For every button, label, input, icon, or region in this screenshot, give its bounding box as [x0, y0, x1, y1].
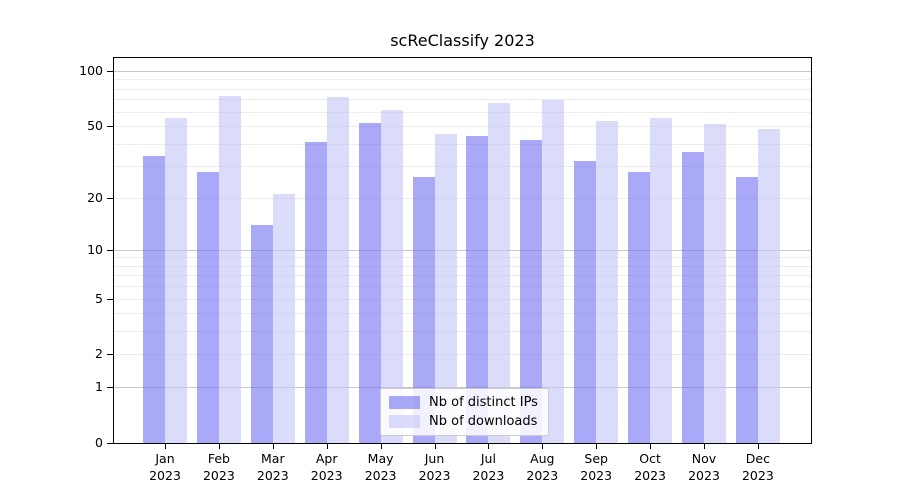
x-tick-apr — [326, 444, 328, 449]
gridline-40 — [114, 143, 811, 145]
y-tick-100 — [107, 70, 113, 72]
y-tick-1 — [107, 387, 113, 389]
bar-downloads-feb — [218, 96, 241, 443]
bar-distinct-ips-oct — [628, 171, 651, 443]
x-tick-label-mar: Mar 2023 — [256, 451, 289, 483]
gridline-4 — [114, 313, 811, 315]
x-tick-jul — [488, 444, 490, 449]
gridline-70 — [114, 99, 811, 101]
bar-downloads-apr — [326, 97, 349, 443]
gridline-20 — [114, 197, 811, 199]
x-tick-sep — [596, 444, 598, 449]
x-tick-label-dec: Dec 2023 — [741, 451, 774, 483]
x-tick-feb — [218, 444, 220, 449]
x-tick-label-jul: Jul 2023 — [472, 451, 505, 483]
legend-item-distinct-ips: Nb of distinct IPs — [389, 395, 538, 410]
x-tick-label-feb: Feb 2023 — [202, 451, 235, 483]
x-tick-jun — [434, 444, 436, 449]
bar-downloads-jun — [434, 134, 457, 443]
gridline-90 — [114, 79, 811, 81]
x-tick-label-aug: Aug 2023 — [526, 451, 559, 483]
bar-distinct-ips-sep — [574, 161, 597, 443]
legend-label: Nb of distinct IPs — [429, 395, 538, 410]
y-tick-10 — [107, 249, 113, 251]
bar-downloads-jan — [165, 118, 187, 443]
x-tick-dec — [757, 444, 759, 449]
bar-distinct-ips-nov — [682, 151, 704, 443]
bar-downloads-jul — [488, 102, 511, 443]
y-tick-label-5: 5 — [95, 290, 103, 306]
x-tick-aug — [542, 444, 544, 449]
bar-downloads-oct — [650, 118, 673, 443]
bar-distinct-ips-aug — [520, 139, 543, 443]
bar-downloads-nov — [704, 124, 726, 443]
bar-distinct-ips-feb — [196, 171, 219, 443]
bar-distinct-ips-jan — [143, 156, 165, 443]
plot-area: Nb of distinct IPs Nb of downloads — [113, 57, 812, 444]
y-tick-label-0: 0 — [95, 435, 103, 450]
bar-distinct-ips-dec — [735, 177, 758, 443]
x-tick-label-oct: Oct 2023 — [634, 451, 666, 483]
bar-distinct-ips-jul — [466, 136, 489, 443]
gridline-60 — [114, 111, 811, 113]
y-tick-label-50: 50 — [87, 118, 103, 133]
gridline-8 — [114, 265, 811, 267]
x-tick-label-sep: Sep 2023 — [580, 451, 613, 483]
x-tick-nov — [704, 444, 705, 449]
x-tick-label-jun: Jun 2023 — [418, 451, 451, 483]
legend-label: Nb of downloads — [429, 414, 538, 429]
y-tick-label-2: 2 — [95, 346, 103, 362]
gridline-80 — [114, 88, 811, 90]
y-tick-0 — [107, 443, 113, 444]
x-tick-mar — [272, 444, 274, 449]
x-tick-may — [380, 444, 382, 449]
legend-swatch — [389, 415, 420, 428]
y-tick-label-100: 100 — [79, 62, 103, 78]
y-tick-2 — [107, 354, 113, 356]
y-tick-5 — [107, 298, 113, 300]
gridline-100 — [114, 70, 811, 72]
gridline-3 — [114, 331, 811, 333]
bar-distinct-ips-mar — [250, 224, 273, 443]
x-tick-label-apr: Apr 2023 — [310, 451, 343, 483]
gridline-5 — [114, 298, 811, 300]
x-tick-jan — [165, 444, 166, 449]
bar-downloads-mar — [272, 193, 295, 443]
x-tick-label-nov: Nov 2023 — [688, 451, 720, 483]
y-tick-50 — [107, 126, 113, 127]
y-tick-20 — [107, 197, 113, 199]
gridline-1 — [114, 387, 811, 389]
y-tick-label-10: 10 — [87, 241, 103, 257]
bar-downloads-may — [380, 110, 403, 443]
gridline-7 — [114, 275, 811, 277]
chart-title: scReClassify 2023 — [390, 31, 535, 50]
legend: Nb of distinct IPs Nb of downloads — [380, 388, 549, 436]
gridline-30 — [114, 166, 811, 168]
bar-downloads-dec — [757, 129, 780, 443]
gridline-10 — [114, 249, 811, 251]
bar-downloads-aug — [542, 100, 565, 443]
x-tick-label-jan: Jan 2023 — [149, 451, 181, 483]
bar-distinct-ips-jun — [412, 177, 435, 443]
y-tick-label-1: 1 — [95, 379, 103, 395]
gridline-2 — [114, 354, 811, 356]
bar-downloads-sep — [596, 121, 619, 443]
y-tick-label-20: 20 — [87, 189, 103, 205]
legend-swatch — [389, 396, 420, 409]
bar-distinct-ips-may — [358, 122, 381, 443]
bar-distinct-ips-apr — [304, 141, 327, 443]
gridline-50 — [114, 126, 811, 127]
gridline-6 — [114, 286, 811, 288]
gridline-9 — [114, 257, 811, 259]
x-tick-oct — [650, 444, 652, 449]
x-tick-label-may: May 2023 — [364, 451, 397, 483]
legend-item-downloads: Nb of downloads — [389, 414, 538, 429]
